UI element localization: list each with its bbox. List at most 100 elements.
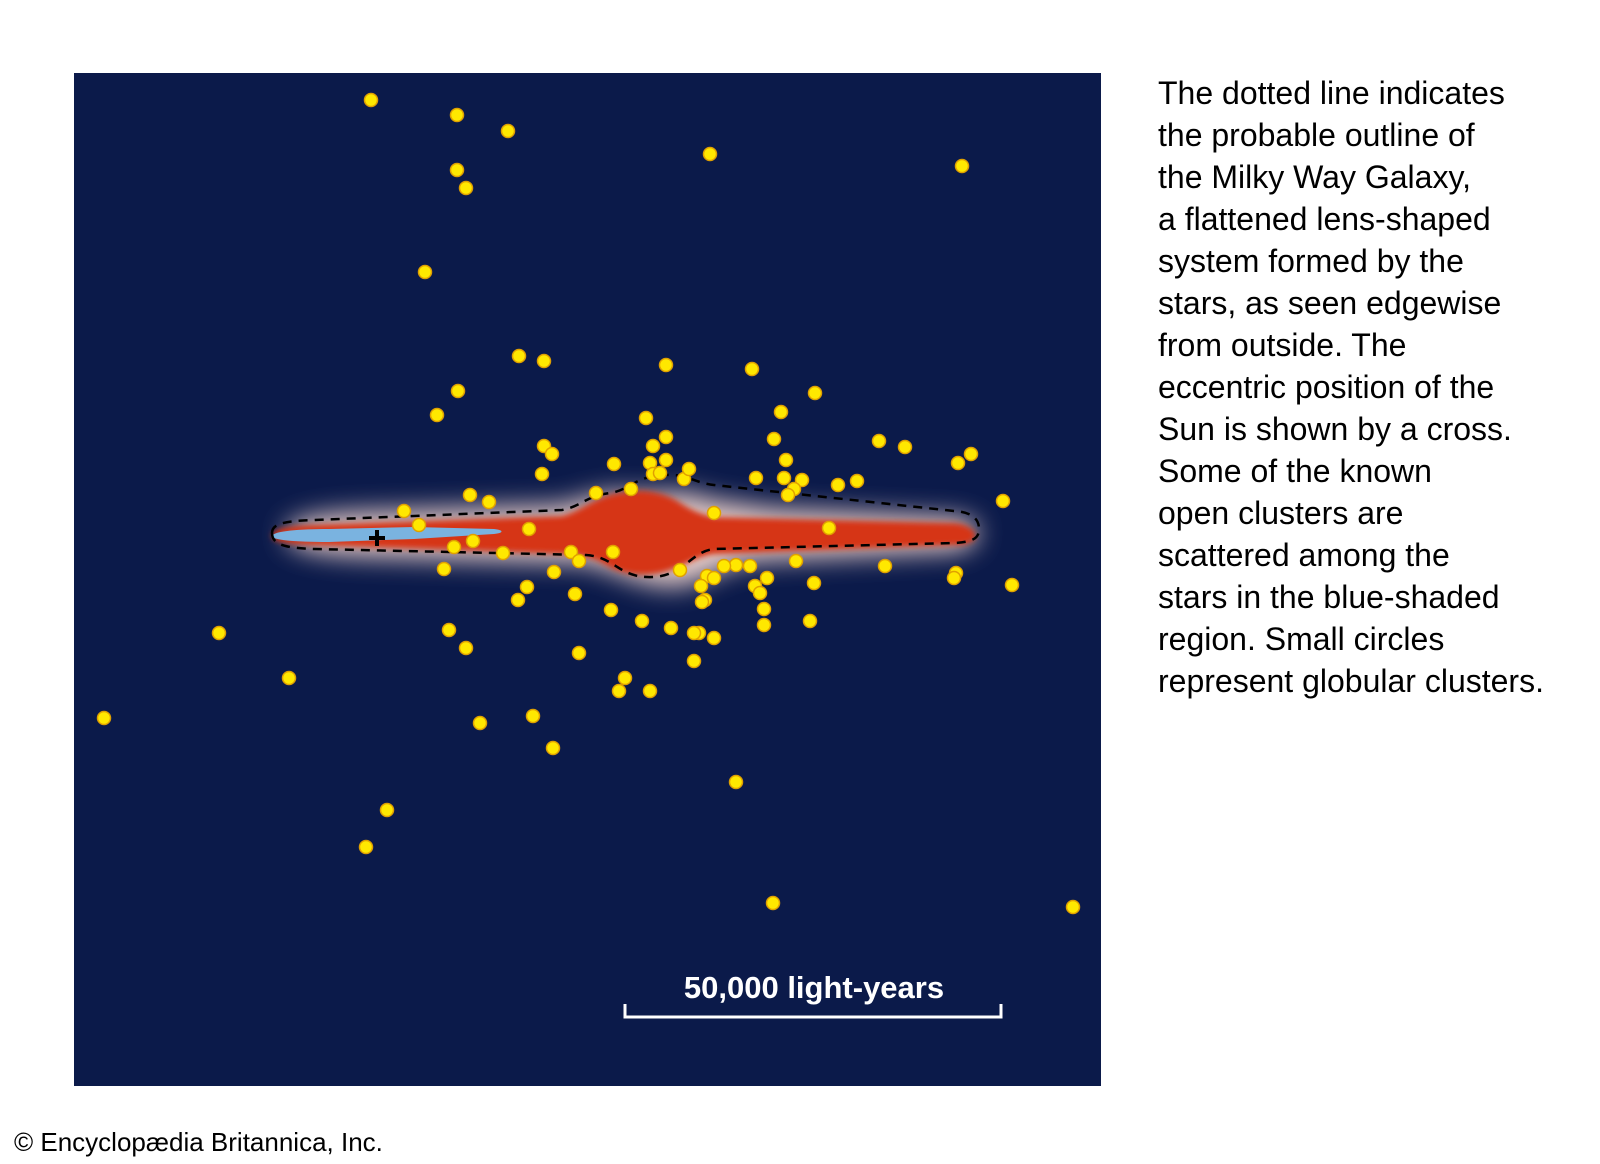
globular-clusters	[96, 92, 1081, 915]
globular-cluster-dot	[807, 385, 823, 401]
globular-cluster-dot	[686, 625, 702, 641]
globular-cluster-dot	[417, 264, 433, 280]
globular-cluster-dot	[525, 708, 541, 724]
globular-cluster-dot	[611, 683, 627, 699]
caption-line: stars, as seen edgewise	[1158, 285, 1502, 321]
globular-cluster-dot	[521, 521, 537, 537]
globular-cluster-dot	[748, 470, 764, 486]
globular-cluster-dot	[788, 553, 804, 569]
globular-cluster-dot	[706, 570, 722, 586]
globular-cluster-dot	[563, 544, 579, 560]
globular-cluster-dot	[995, 493, 1011, 509]
scale-bar-label: 50,000 light-years	[684, 970, 944, 1005]
caption-line: the Milky Way Galaxy,	[1158, 159, 1471, 195]
globular-cluster-dot	[446, 539, 462, 555]
diagram-background	[74, 73, 1101, 1086]
globular-cluster-dot	[449, 162, 465, 178]
caption-line: open clusters are	[1158, 495, 1404, 531]
globular-cluster-dot	[897, 439, 913, 455]
globular-cluster-dot	[759, 570, 775, 586]
globular-cluster-dot	[806, 575, 822, 591]
globular-cluster-dot	[472, 715, 488, 731]
globular-cluster-dot	[623, 481, 639, 497]
globular-cluster-dot	[652, 465, 668, 481]
globular-cluster-dot	[510, 592, 526, 608]
globular-cluster-dot	[773, 404, 789, 420]
globular-cluster-dot	[716, 558, 732, 574]
globular-cluster-dot	[411, 517, 427, 533]
globular-cluster-dot	[545, 740, 561, 756]
caption-line: stars in the blue-shaded	[1158, 579, 1500, 615]
globular-cluster-dot	[481, 494, 497, 510]
globular-cluster-dot	[821, 520, 837, 536]
globular-cluster-dot	[571, 553, 587, 569]
caption-line: Some of the known	[1158, 453, 1432, 489]
globular-cluster-dot	[603, 602, 619, 618]
globular-cluster-dot	[645, 438, 661, 454]
globular-cluster-dot	[752, 585, 768, 601]
globular-cluster-dot	[780, 487, 796, 503]
caption-line: represent globular clusters.	[1158, 663, 1544, 699]
globular-cluster-dot	[450, 383, 466, 399]
globular-cluster-dot	[458, 180, 474, 196]
globular-cluster-dot	[658, 357, 674, 373]
globular-cluster-dot	[950, 455, 966, 471]
globular-cluster-dot	[462, 487, 478, 503]
globular-cluster-dot	[571, 645, 587, 661]
globular-cluster-dot	[1004, 577, 1020, 593]
globular-cluster-dot	[441, 622, 457, 638]
globular-cluster-dot	[963, 446, 979, 462]
caption-line: Sun is shown by a cross.	[1158, 411, 1512, 447]
globular-cluster-dot	[281, 670, 297, 686]
scale-bar-line	[623, 1004, 1003, 1019]
globular-cluster-dot	[672, 562, 688, 578]
globular-cluster-dot	[617, 670, 633, 686]
galaxy-body	[272, 490, 976, 575]
caption-line: system formed by the	[1158, 243, 1464, 279]
sun-region-blue	[272, 527, 502, 542]
globular-cluster-dot	[363, 92, 379, 108]
sun-cross-marker	[369, 530, 385, 546]
globular-cluster-dot	[756, 617, 772, 633]
globular-cluster-dot	[658, 452, 674, 468]
globular-cluster-dot	[776, 470, 792, 486]
globular-cluster-dot	[693, 578, 709, 594]
globular-cluster-dot	[1065, 899, 1081, 915]
caption-line: the probable outline of	[1158, 117, 1475, 153]
globular-cluster-dot	[765, 895, 781, 911]
caption-line: region. Small circles	[1158, 621, 1445, 657]
globular-cluster-dot	[728, 557, 744, 573]
globular-cluster-dot	[778, 452, 794, 468]
globular-cluster-dot	[802, 613, 818, 629]
globular-cluster-dot	[500, 123, 516, 139]
milky-way-diagram: 50,000 light-years	[74, 73, 1101, 1086]
globular-cluster-dot	[877, 558, 893, 574]
globular-cluster-dot	[830, 477, 846, 493]
galaxy-disk	[270, 473, 981, 587]
globular-cluster-dot	[436, 561, 452, 577]
globular-cluster-dot	[742, 558, 758, 574]
globular-cluster-dot	[658, 429, 674, 445]
globular-cluster-dot	[96, 710, 112, 726]
caption-line: The dotted line indicates	[1158, 75, 1505, 111]
caption-line: scattered among the	[1158, 537, 1450, 573]
globular-cluster-dot	[449, 107, 465, 123]
globular-cluster-dot	[702, 146, 718, 162]
globular-cluster-dot	[871, 433, 887, 449]
globular-cluster-dot	[706, 630, 722, 646]
globular-cluster-dot	[396, 503, 412, 519]
globular-cluster-dot	[358, 839, 374, 855]
scale-bar: 50,000 light-years	[623, 970, 1003, 1019]
globular-cluster-dot	[744, 361, 760, 377]
globular-cluster-dot	[686, 653, 702, 669]
globular-cluster-dot	[606, 456, 622, 472]
globular-cluster-dot	[794, 472, 810, 488]
galaxy-outline-dashed	[270, 473, 981, 579]
caption-line: eccentric position of the	[1158, 369, 1495, 405]
globular-cluster-dot	[379, 802, 395, 818]
globular-cluster-dot	[605, 544, 621, 560]
globular-cluster-dot	[681, 461, 697, 477]
globular-cluster-dot	[458, 640, 474, 656]
globular-cluster-dot	[519, 579, 535, 595]
globular-cluster-dot	[756, 601, 772, 617]
